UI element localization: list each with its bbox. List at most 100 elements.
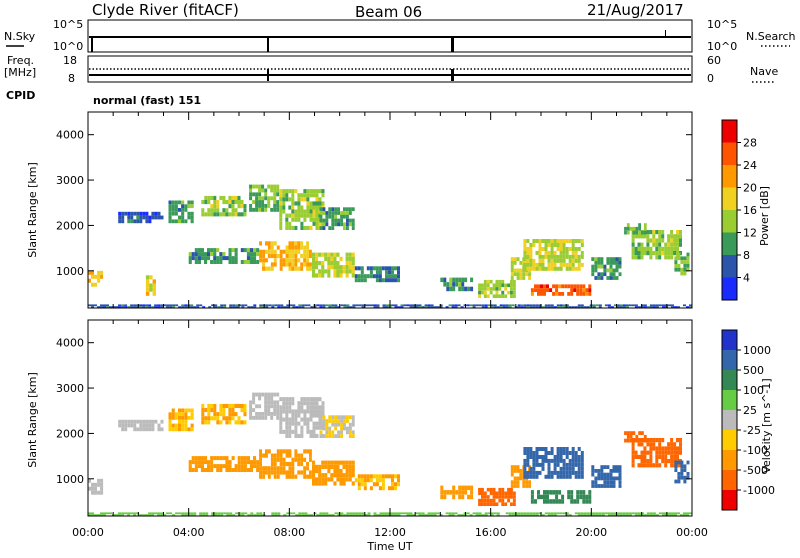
data-cell <box>303 209 307 214</box>
data-cell <box>504 287 508 291</box>
data-cell <box>249 184 253 189</box>
data-cell <box>228 416 232 421</box>
data-cell <box>100 270 104 275</box>
data-cell <box>646 234 650 239</box>
data-cell <box>168 204 172 209</box>
data-cell <box>568 266 572 271</box>
data-cell <box>595 512 599 515</box>
data-cell <box>643 226 647 231</box>
data-cell <box>640 251 644 256</box>
data-cell <box>249 248 253 253</box>
data-cell <box>330 460 334 465</box>
data-cell <box>609 268 613 273</box>
data-cell <box>478 487 481 492</box>
data-cell <box>303 401 307 406</box>
data-cell <box>217 306 221 308</box>
data-cell <box>351 422 355 427</box>
data-cell <box>276 400 280 405</box>
data-cell <box>288 258 292 263</box>
data-cell <box>334 304 338 307</box>
data-cell <box>288 249 292 254</box>
data-cell <box>375 482 379 487</box>
data-cell <box>646 442 650 447</box>
data-cell <box>288 470 292 475</box>
data-cell <box>635 230 639 235</box>
colorbar-segment <box>722 210 737 233</box>
data-cell <box>277 306 281 308</box>
data-cell <box>327 464 331 469</box>
data-cell <box>649 251 653 256</box>
data-cell <box>619 512 623 515</box>
data-cell <box>133 304 137 307</box>
data-cell <box>172 514 176 516</box>
data-cell <box>646 514 650 516</box>
data-cell <box>322 422 326 427</box>
data-cell <box>526 447 530 451</box>
data-cell <box>483 283 487 288</box>
data-cell <box>265 306 269 308</box>
data-cell <box>334 422 338 427</box>
data-cell <box>282 466 286 471</box>
data-cell <box>319 304 323 307</box>
data-cell <box>207 252 211 257</box>
data-cell <box>276 207 280 212</box>
data-cell <box>612 261 616 265</box>
data-cell <box>309 409 313 414</box>
data-cell <box>306 397 310 402</box>
data-cell <box>249 408 253 412</box>
data-cell <box>312 477 316 482</box>
data-cell <box>231 212 235 217</box>
data-cell <box>285 401 289 406</box>
data-cell <box>231 403 235 408</box>
data-cell <box>288 453 292 458</box>
data-cell <box>358 514 362 516</box>
data-cell <box>253 460 257 465</box>
data-cell <box>243 420 247 425</box>
data-cell <box>253 260 257 264</box>
data-cell <box>190 204 194 209</box>
data-cell <box>270 262 274 267</box>
data-cell <box>345 256 349 261</box>
data-cell <box>319 514 323 516</box>
data-cell <box>196 306 200 308</box>
data-cell <box>382 306 386 308</box>
data-cell <box>207 195 211 200</box>
data-cell <box>508 512 512 515</box>
y-tick-label: 3000 <box>56 382 84 395</box>
data-cell <box>504 283 508 288</box>
data-cell <box>331 218 335 223</box>
data-cell <box>540 284 543 289</box>
data-cell <box>145 419 149 424</box>
data-cell <box>274 514 278 516</box>
data-cell <box>288 466 292 471</box>
data-cell <box>187 416 191 420</box>
data-cell <box>556 451 560 455</box>
data-cell <box>655 438 659 443</box>
data-cell <box>181 204 185 209</box>
data-cell <box>455 277 459 283</box>
data-cell <box>348 415 352 420</box>
data-cell <box>571 250 575 255</box>
data-cell <box>204 195 208 200</box>
data-cell <box>243 408 247 413</box>
data-cell <box>322 226 326 230</box>
data-cell <box>553 262 557 267</box>
data-cell <box>367 512 371 515</box>
data-cell <box>279 466 283 471</box>
data-cell <box>609 469 613 473</box>
data-cell <box>379 512 383 515</box>
data-cell <box>562 470 566 475</box>
data-cell <box>369 270 373 275</box>
data-cell <box>194 252 198 257</box>
data-cell <box>94 514 97 516</box>
data-cell <box>318 409 322 414</box>
data-cell <box>319 419 323 423</box>
data-cell <box>571 258 575 263</box>
data-cell <box>343 214 346 219</box>
data-cell <box>670 238 674 243</box>
data-cell <box>282 205 286 210</box>
data-cell <box>297 421 301 426</box>
data-cell <box>321 481 325 486</box>
data-cell <box>294 425 298 430</box>
data-cell <box>204 252 208 257</box>
